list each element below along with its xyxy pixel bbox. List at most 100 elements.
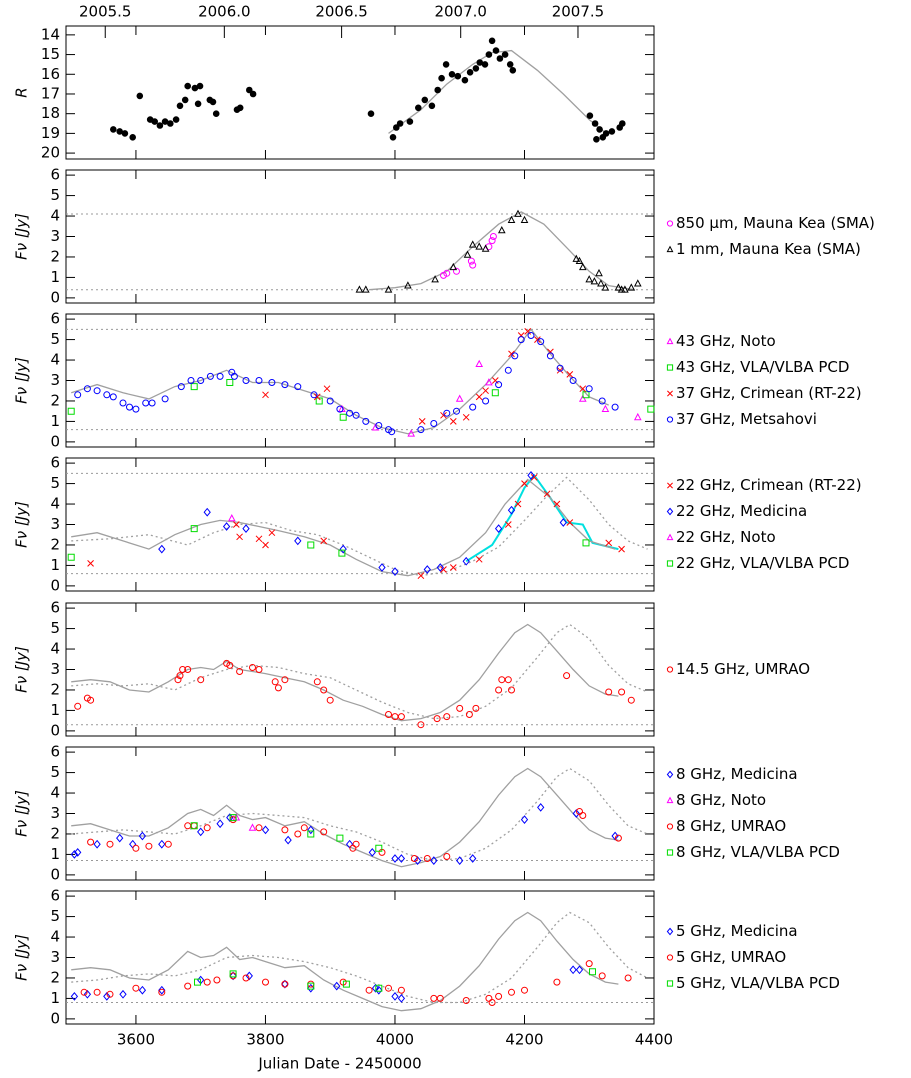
data-point — [307, 825, 315, 835]
data-point — [375, 844, 383, 852]
data-point — [520, 215, 529, 224]
y-axis-label: Fν [Jy] — [13, 934, 31, 981]
data-point — [423, 855, 431, 862]
data-point — [203, 507, 211, 517]
data-point — [307, 982, 315, 990]
data-point — [475, 555, 483, 563]
data-point — [472, 704, 480, 712]
data-point — [407, 429, 416, 437]
data-point — [482, 397, 490, 405]
data-point — [491, 377, 499, 384]
data-point — [203, 978, 211, 986]
x-axis-label: Julian Date - 2450000 — [257, 1055, 421, 1073]
data-point — [463, 250, 472, 258]
y-tick-label: 6 — [50, 310, 60, 328]
data-point — [436, 994, 444, 1002]
y-tick-label: 18 — [41, 104, 60, 122]
data-point — [417, 572, 425, 580]
data-point — [469, 854, 477, 863]
data-point — [136, 92, 144, 100]
y-tick-label: 2 — [50, 535, 60, 553]
data-point — [605, 539, 613, 547]
data-point — [271, 678, 279, 686]
data-point — [248, 664, 257, 671]
data-point — [572, 809, 580, 818]
data-point — [196, 82, 204, 90]
top-tick-label: 2005.5 — [79, 3, 132, 21]
data-point — [556, 364, 564, 372]
legend-marker — [666, 364, 674, 371]
data-point — [315, 397, 323, 405]
data-point — [342, 980, 350, 988]
data-point — [375, 985, 383, 995]
data-point — [307, 983, 315, 993]
model-curve — [71, 328, 609, 435]
legend-marker — [666, 220, 674, 227]
top-tick-label: 2007.0 — [434, 3, 487, 21]
legend-label: 37 GHz, Metsahovi — [676, 410, 817, 428]
data-point — [524, 328, 532, 335]
data-point — [520, 986, 529, 994]
data-point — [228, 368, 236, 376]
data-point — [421, 96, 429, 104]
y-tick-label: 0 — [50, 576, 60, 594]
y-tick-label: 0 — [50, 721, 60, 739]
data-point — [281, 381, 289, 389]
data-point — [517, 336, 525, 344]
y-tick-label: 3 — [50, 804, 60, 822]
y-tick-label: 1 — [50, 556, 60, 574]
data-point — [553, 500, 561, 508]
data-point — [442, 61, 450, 68]
top-tick-label: 2007.5 — [552, 3, 605, 21]
data-point — [125, 403, 134, 411]
data-point — [333, 981, 341, 991]
data-point — [443, 713, 451, 721]
data-point — [294, 383, 302, 391]
data-point — [323, 385, 331, 393]
data-point — [508, 350, 515, 358]
data-point — [70, 850, 79, 859]
y-axis-label: R — [13, 87, 31, 97]
data-point — [627, 283, 636, 291]
data-point — [67, 407, 75, 415]
data-point — [485, 378, 493, 386]
data-point — [497, 226, 506, 234]
data-point — [103, 391, 111, 399]
data-point — [423, 565, 431, 574]
data-point — [430, 420, 438, 427]
data-point — [142, 399, 150, 407]
data-point — [184, 82, 191, 90]
data-point — [475, 359, 484, 368]
data-point — [83, 694, 91, 702]
data-point — [246, 86, 253, 94]
data-point — [384, 984, 393, 992]
data-point — [601, 404, 610, 413]
data-point — [284, 835, 292, 845]
data-point — [469, 403, 477, 411]
data-point — [572, 254, 581, 262]
data-point — [579, 385, 587, 393]
legend-label: 43 GHz, VLA/VLBA PCD — [676, 358, 849, 376]
legend-label: 8 GHz, UMRAO — [676, 817, 786, 835]
y-tick-label: 6 — [50, 454, 60, 472]
data-point — [585, 275, 594, 283]
y-tick-label: 0 — [50, 288, 60, 306]
data-point — [585, 385, 593, 393]
y-tick-label: 6 — [50, 599, 60, 617]
data-point — [179, 666, 187, 673]
data-point — [614, 283, 623, 291]
legend-label: 43 GHz, Noto — [676, 332, 776, 350]
data-point — [559, 518, 567, 527]
data-point — [74, 848, 82, 857]
data-point — [371, 423, 380, 431]
data-point — [504, 366, 512, 374]
data-point — [203, 824, 211, 832]
data-point — [530, 474, 538, 481]
data-point — [310, 391, 318, 399]
data-point — [255, 377, 263, 384]
data-point — [520, 815, 529, 824]
data-point — [579, 812, 587, 819]
data-point — [611, 403, 619, 411]
data-point — [236, 668, 244, 675]
data-point — [268, 379, 276, 386]
